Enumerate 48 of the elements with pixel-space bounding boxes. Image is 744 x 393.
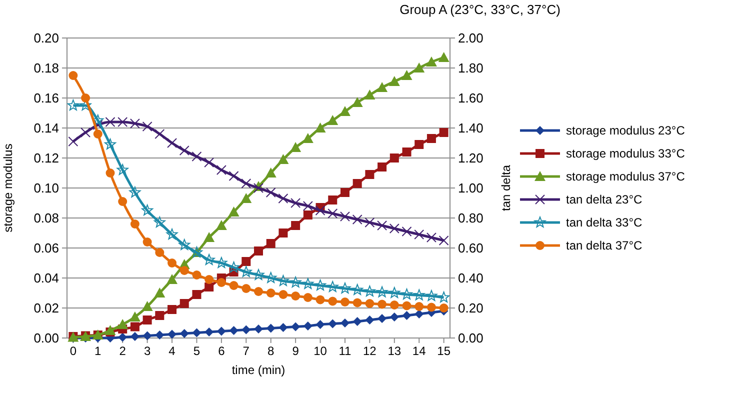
y-tick-label: 0.02 <box>34 300 59 316</box>
x-tick-label: 6 <box>218 344 226 358</box>
x-tick-label: 11 <box>338 344 352 358</box>
y2-tick-label: 0.40 <box>458 270 484 286</box>
y2-tick-label: 0.20 <box>458 300 484 316</box>
x-tick-label: 2 <box>119 344 126 358</box>
legend-label: storage modulus 37°C <box>566 170 686 184</box>
y2-tick-label: 0.00 <box>458 330 484 346</box>
legend-label: tan delta 23°C <box>566 192 643 207</box>
x-tick-label: 4 <box>168 344 176 358</box>
y-tick-label: 0.12 <box>34 150 59 166</box>
y-tick-label: 0.06 <box>34 240 59 256</box>
text: Group A (23°C, 33°C, 37°C) <box>400 2 560 17</box>
y2-tick-label: 1.00 <box>458 180 484 196</box>
y2-axis-title: tan delta <box>499 164 513 212</box>
y-tick-label: 0.18 <box>34 60 59 76</box>
y-tick-label: 0.00 <box>34 330 59 346</box>
x-tick-label: 13 <box>388 344 402 358</box>
y2-tick-label: 1.40 <box>458 120 484 136</box>
y2-tick-label: 1.20 <box>458 150 484 166</box>
legend-label: storage modulus 33°C <box>566 146 686 161</box>
y-tick-label: 0.10 <box>34 180 59 196</box>
x-axis-title: time (min) <box>232 363 286 377</box>
y2-tick-label: 1.60 <box>458 90 484 106</box>
y-tick-label: 0.16 <box>34 90 59 106</box>
y2-tick-label: 1.80 <box>458 60 484 76</box>
x-tick-label: 9 <box>292 344 300 358</box>
y-tick-label: 0.20 <box>34 30 59 46</box>
legend-label: tan delta 37°C <box>566 238 643 253</box>
y2-tick-label: 0.60 <box>458 240 484 256</box>
x-tick-label: 0 <box>70 344 77 358</box>
y-tick-label: 0.04 <box>34 270 59 286</box>
x-tick-label: 15 <box>437 344 451 358</box>
x-tick-label: 7 <box>242 344 250 358</box>
y2-tick-label: 2.00 <box>458 30 484 46</box>
y-tick-label: 0.14 <box>34 120 59 136</box>
x-tick-label: 12 <box>363 344 377 358</box>
x-tick-label: 5 <box>193 344 200 358</box>
y-tick-label: 0.08 <box>34 210 59 226</box>
y-axis-title: storage modulus <box>1 144 15 232</box>
x-tick-label: 3 <box>144 344 151 358</box>
x-tick-label: 14 <box>412 344 426 358</box>
legend-label: storage modulus 23°C <box>566 124 686 138</box>
x-tick-label: 1 <box>94 344 102 358</box>
y2-tick-label: 0.80 <box>458 210 484 226</box>
x-tick-label: 8 <box>268 344 275 358</box>
legend-label: tan delta 33°C <box>566 216 643 230</box>
x-tick-label: 10 <box>314 344 328 358</box>
